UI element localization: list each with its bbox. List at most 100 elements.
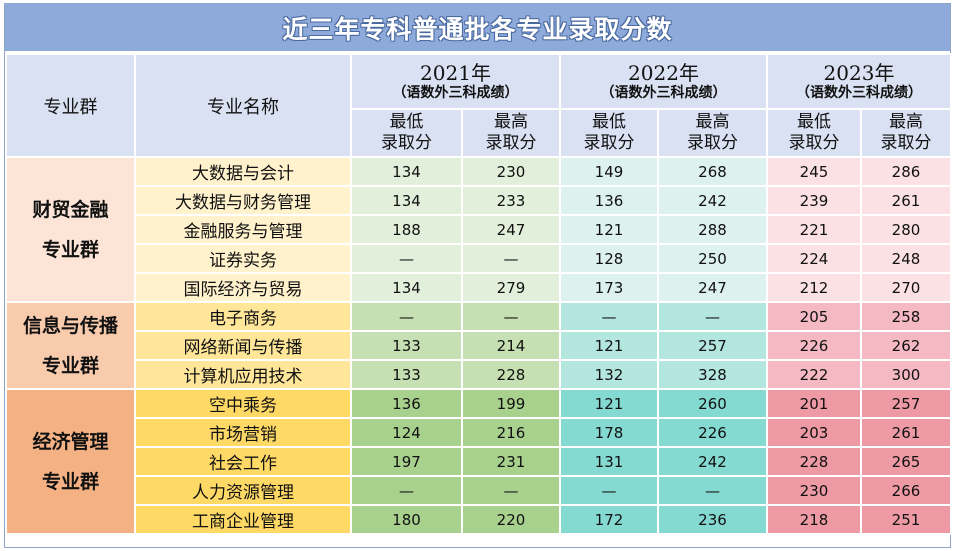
header-major: 专业名称 [134, 53, 352, 158]
max-score-cell: 248 [860, 243, 952, 274]
min-score-cell: 203 [766, 417, 862, 448]
min-score-cell: 134 [350, 272, 463, 303]
table-title: 近三年专科普通批各专业录取分数 [5, 4, 950, 53]
max-score-cell: 260 [657, 388, 768, 419]
min-score-cell: — [350, 301, 463, 332]
major-name-cell: 国际经济与贸易 [134, 272, 352, 303]
min-score-cell: 134 [350, 185, 463, 216]
max-score-cell: 257 [860, 388, 952, 419]
min-score-cell: 239 [766, 185, 862, 216]
table-row: 网络新闻与传播 133 214 121 257 226 262 [6, 330, 952, 361]
table-row: 工商企业管理 180 220 172 236 218 251 [6, 504, 952, 535]
max-score-cell: — [657, 475, 768, 506]
header-min-score: 最低 录取分 [559, 108, 659, 158]
major-name-cell: 工商企业管理 [134, 504, 352, 535]
max-score-cell: 216 [461, 417, 561, 448]
header-min-score: 最低 录取分 [766, 108, 862, 158]
major-name-cell: 计算机应用技术 [134, 359, 352, 390]
header-min-score: 最低 录取分 [350, 108, 463, 158]
min-score-cell: 221 [766, 214, 862, 245]
admission-score-table: 专业群 专业名称 2021年 （语数外三科成绩） 2022年 （语数外三科成绩）… [5, 53, 952, 535]
max-score-cell: 228 [461, 359, 561, 390]
min-score-cell: 228 [766, 446, 862, 477]
header-max-line2: 录取分 [880, 133, 932, 153]
major-name-cell: 电子商务 [134, 301, 352, 332]
group-name-line1: 经济管理 [32, 430, 109, 453]
header-max-score: 最高 录取分 [657, 108, 768, 158]
min-score-cell: 173 [559, 272, 659, 303]
max-score-cell: 247 [657, 272, 768, 303]
min-score-cell: 128 [559, 243, 659, 274]
major-name-cell: 证券实务 [134, 243, 352, 274]
max-score-cell: 226 [657, 417, 768, 448]
year-subtitle: （语数外三科成绩） [796, 84, 922, 101]
header-max-score: 最高 录取分 [860, 108, 952, 158]
max-score-cell: 250 [657, 243, 768, 274]
major-name-cell: 金融服务与管理 [134, 214, 352, 245]
header-max-line1: 最高 [494, 112, 528, 132]
min-score-cell: 121 [559, 388, 659, 419]
max-score-cell: — [657, 301, 768, 332]
table-row: 财贸金融 专业群 大数据与会计 134 230 149 268 245 286 [5, 156, 952, 303]
table-row: 国际经济与贸易 134 279 173 247 212 270 [6, 272, 952, 303]
max-score-cell: 199 [461, 388, 561, 419]
max-score-cell: 268 [657, 156, 768, 187]
min-score-cell: 212 [766, 272, 862, 303]
max-score-cell: 261 [860, 417, 952, 448]
min-score-cell: — [350, 475, 463, 506]
major-name-cell: 社会工作 [134, 446, 352, 477]
min-score-cell: 245 [766, 156, 862, 187]
score-table-container: 近三年专科普通批各专业录取分数 专业群 专业名称 2021年 （语数外三科成绩）… [4, 3, 952, 548]
min-score-cell: 188 [350, 214, 463, 245]
max-score-cell: 280 [860, 214, 952, 245]
min-score-cell: 218 [766, 504, 862, 535]
min-score-cell: 172 [559, 504, 659, 535]
group-name-line1: 信息与传播 [22, 314, 118, 337]
major-name-cell: 市场营销 [134, 417, 352, 448]
year-subtitle: （语数外三科成绩） [600, 84, 727, 101]
header-min-line1: 最低 [797, 112, 831, 132]
table-row: 证券实务 — —128 250 224 248 [6, 243, 952, 274]
min-score-cell: 131 [559, 446, 659, 477]
min-score-cell: 132 [559, 359, 659, 390]
table-row: 金融服务与管理 188 247 121 288 221 280 [6, 214, 952, 245]
header-max-score: 最高 录取分 [461, 108, 561, 158]
group-name-cell: 信息与传播 专业群 [5, 301, 136, 390]
major-name-cell: 大数据与财务管理 [134, 185, 352, 216]
group-name-cell: 财贸金融 专业群 [5, 156, 136, 303]
header-max-line2: 录取分 [485, 133, 537, 153]
header-max-line2: 录取分 [687, 133, 738, 153]
min-score-cell: 226 [766, 330, 862, 361]
header-min-line2: 录取分 [381, 133, 432, 153]
min-score-cell: 133 [350, 330, 463, 361]
max-score-cell: 261 [860, 185, 952, 216]
min-score-cell: 136 [350, 388, 463, 419]
header-year-2023: 2023年 （语数外三科成绩） [766, 53, 952, 110]
max-score-cell: 328 [657, 359, 768, 390]
min-score-cell: 134 [350, 156, 463, 187]
header-min-line1: 最低 [592, 112, 626, 132]
max-score-cell: 247 [461, 214, 561, 245]
group-name-cell: 经济管理 专业群 [5, 388, 136, 535]
header-max-line1: 最高 [889, 112, 923, 132]
min-score-cell: 133 [350, 359, 463, 390]
min-score-cell: — [559, 475, 659, 506]
header-min-line2: 录取分 [788, 133, 840, 153]
header-group: 专业群 [5, 53, 136, 158]
min-score-cell: 224 [766, 243, 862, 274]
header-min-line2: 录取分 [583, 133, 635, 153]
year-label: 2022年 [628, 60, 699, 85]
max-score-cell: 233 [461, 185, 561, 216]
max-score-cell: 231 [461, 446, 561, 477]
max-score-cell: 270 [860, 272, 952, 303]
table-row: 人力资源管理 — — — —230 266 [6, 475, 952, 506]
max-score-cell: 288 [657, 214, 768, 245]
min-score-cell: 178 [559, 417, 659, 448]
table-row: 大数据与财务管理 134 233 136 242 239 261 [6, 185, 952, 216]
header-year-2021: 2021年 （语数外三科成绩） [350, 53, 561, 110]
table-row: 计算机应用技术 133 228 132 328 222 300 [6, 359, 952, 390]
max-score-cell: 242 [657, 446, 768, 477]
year-subtitle: （语数外三科成绩） [392, 84, 519, 101]
max-score-cell: 230 [461, 156, 561, 187]
major-name-cell: 大数据与会计 [134, 156, 352, 187]
